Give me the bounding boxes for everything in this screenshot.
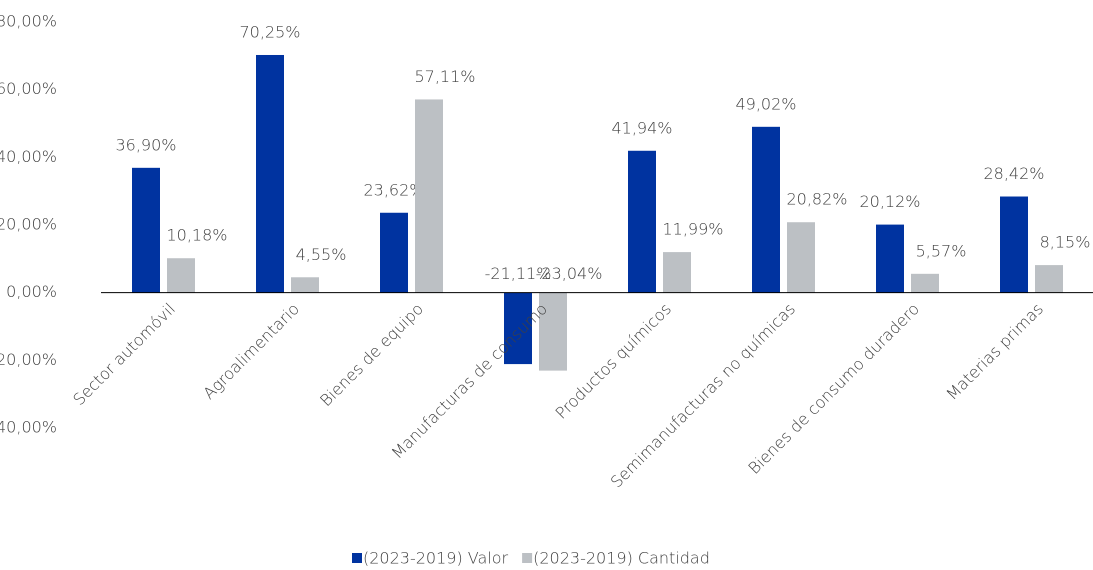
data-label: 36,90%	[115, 135, 176, 154]
bar	[663, 252, 691, 293]
bar	[132, 167, 160, 293]
y-tick-label: 60,00%	[0, 79, 57, 98]
bar	[539, 292, 567, 371]
data-label: 8,15%	[1040, 233, 1091, 252]
legend-label: (2023-2019) Valor	[363, 549, 509, 568]
legend-label: (2023-2019) Cantidad	[533, 549, 710, 568]
bar	[1035, 265, 1063, 293]
data-label: 28,42%	[983, 164, 1044, 183]
data-label: 41,94%	[611, 118, 672, 137]
bar	[752, 126, 780, 293]
x-tick-label: Agroalimentario	[199, 299, 303, 403]
y-tick-label: 0,00%	[6, 282, 57, 301]
y-tick-label: 40,00%	[0, 147, 57, 166]
bar	[415, 99, 443, 293]
bar	[911, 273, 939, 293]
y-tick-label: -40,00%	[0, 418, 57, 437]
bar	[256, 54, 284, 293]
x-tick-label: Productos químicos	[552, 299, 676, 423]
y-tick-label: -20,00%	[0, 350, 57, 369]
data-label: 57,11%	[414, 67, 475, 86]
data-label: -21,11%	[485, 264, 552, 283]
data-label: 11,99%	[662, 220, 723, 239]
bar	[628, 150, 656, 293]
data-label: 70,25%	[239, 22, 300, 41]
data-label: 5,57%	[916, 241, 967, 260]
x-tick-label: Bienes de equipo	[316, 299, 427, 410]
x-tick-label: Materias primas	[942, 299, 1047, 404]
y-tick-label: 80,00%	[0, 12, 57, 31]
legend-swatch	[522, 553, 533, 563]
data-label: 20,12%	[859, 192, 920, 211]
bar	[787, 222, 815, 293]
data-label: 23,62%	[363, 180, 424, 199]
legend-swatch	[352, 553, 362, 563]
bar	[380, 212, 408, 293]
bar	[167, 258, 195, 293]
data-label: 49,02%	[735, 94, 796, 113]
bar	[504, 292, 532, 365]
data-label: 20,82%	[786, 190, 847, 209]
y-tick-label: 20,00%	[0, 215, 57, 234]
bar	[291, 277, 319, 293]
data-label: 10,18%	[166, 226, 227, 245]
data-label: -23,04%	[536, 264, 603, 283]
bar	[1000, 196, 1028, 293]
data-label: 4,55%	[296, 245, 347, 264]
x-tick-label: Sector automóvil	[69, 299, 179, 409]
bar	[876, 224, 904, 293]
